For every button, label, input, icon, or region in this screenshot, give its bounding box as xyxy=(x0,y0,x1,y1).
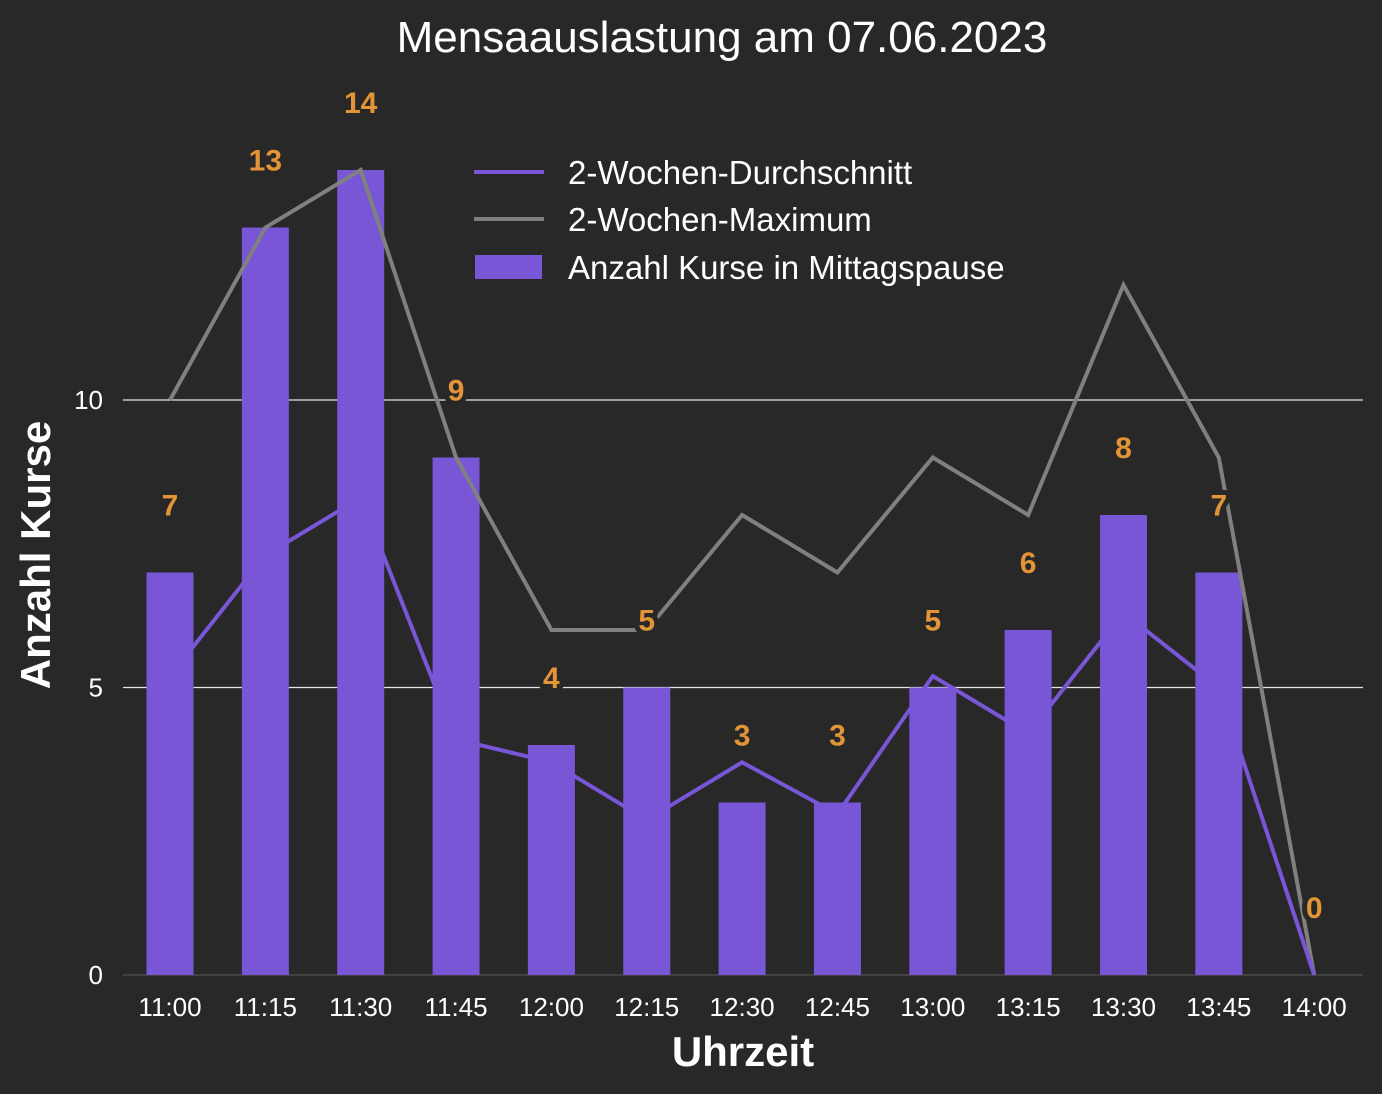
y-axis-title: Anzahl Kurse xyxy=(12,421,59,689)
bar-data-label: 14 xyxy=(344,87,378,120)
bar-data-label: 7 xyxy=(1211,490,1228,523)
x-tick-label: 13:15 xyxy=(996,992,1061,1022)
bar-data-label: 3 xyxy=(734,720,751,753)
line-series-average xyxy=(168,494,1317,976)
bar xyxy=(527,745,575,975)
x-tick-label: 12:15 xyxy=(614,992,679,1022)
x-tick-label: 14:00 xyxy=(1282,992,1347,1022)
bar xyxy=(718,802,766,975)
bar-data-label: 3 xyxy=(829,720,846,753)
bar xyxy=(623,687,671,975)
bar xyxy=(241,227,289,975)
line-series-maximum xyxy=(168,166,1317,976)
bar-data-label: 5 xyxy=(638,605,655,638)
x-tick-label: 12:45 xyxy=(805,992,870,1022)
x-tick-label: 12:00 xyxy=(519,992,584,1022)
chart-title: Mensaauslastung am 07.06.2023 xyxy=(397,13,1048,62)
legend-swatch-bars xyxy=(475,255,542,279)
bar-data-label: 9 xyxy=(448,375,465,408)
legend-label-maximum: 2-Wochen-Maximum xyxy=(568,201,872,238)
bar xyxy=(909,687,957,975)
y-tick-label: 10 xyxy=(74,385,103,415)
bar-data-label: 5 xyxy=(924,605,941,638)
x-tick-label: 13:00 xyxy=(900,992,965,1022)
x-tick-label: 11:45 xyxy=(424,992,487,1022)
bar-data-label: 7 xyxy=(162,490,179,523)
bar-data-label: 8 xyxy=(1115,432,1132,465)
y-tick-label: 5 xyxy=(89,673,103,703)
x-tick-label: 11:00 xyxy=(138,992,201,1022)
bar-data-label: 6 xyxy=(1020,547,1037,580)
x-tick-label: 11:30 xyxy=(329,992,392,1022)
legend-label-average: 2-Wochen-Durchschnitt xyxy=(568,154,912,191)
legend: 2-Wochen-Durchschnitt 2-Wochen-Maximum A… xyxy=(474,154,1005,286)
bars xyxy=(146,170,1243,975)
y-tick-labels: 0 5 10 xyxy=(74,385,103,990)
x-tick-labels: 11:00 11:15 11:30 11:45 12:00 12:15 12:30 12:45… xyxy=(138,992,1346,1022)
bar-data-label: 13 xyxy=(249,145,282,178)
x-tick-label: 12:30 xyxy=(710,992,775,1022)
bar xyxy=(1004,630,1052,975)
y-tick-label: 0 xyxy=(89,960,103,990)
bar-data-label: 4 xyxy=(543,662,560,695)
series-lines xyxy=(168,166,1317,976)
bar xyxy=(1100,515,1147,975)
bar xyxy=(146,572,194,975)
x-axis-title: Uhrzeit xyxy=(672,1028,814,1075)
bar xyxy=(1195,572,1243,975)
x-tick-label: 11:15 xyxy=(234,992,297,1022)
legend-label-bars: Anzahl Kurse in Mittagspause xyxy=(568,249,1005,286)
bar-data-label: 0 xyxy=(1306,892,1323,925)
x-tick-label: 13:30 xyxy=(1091,992,1156,1022)
bar xyxy=(432,457,480,975)
bar xyxy=(813,802,861,975)
x-tick-label: 13:45 xyxy=(1186,992,1251,1022)
bar xyxy=(337,170,385,975)
